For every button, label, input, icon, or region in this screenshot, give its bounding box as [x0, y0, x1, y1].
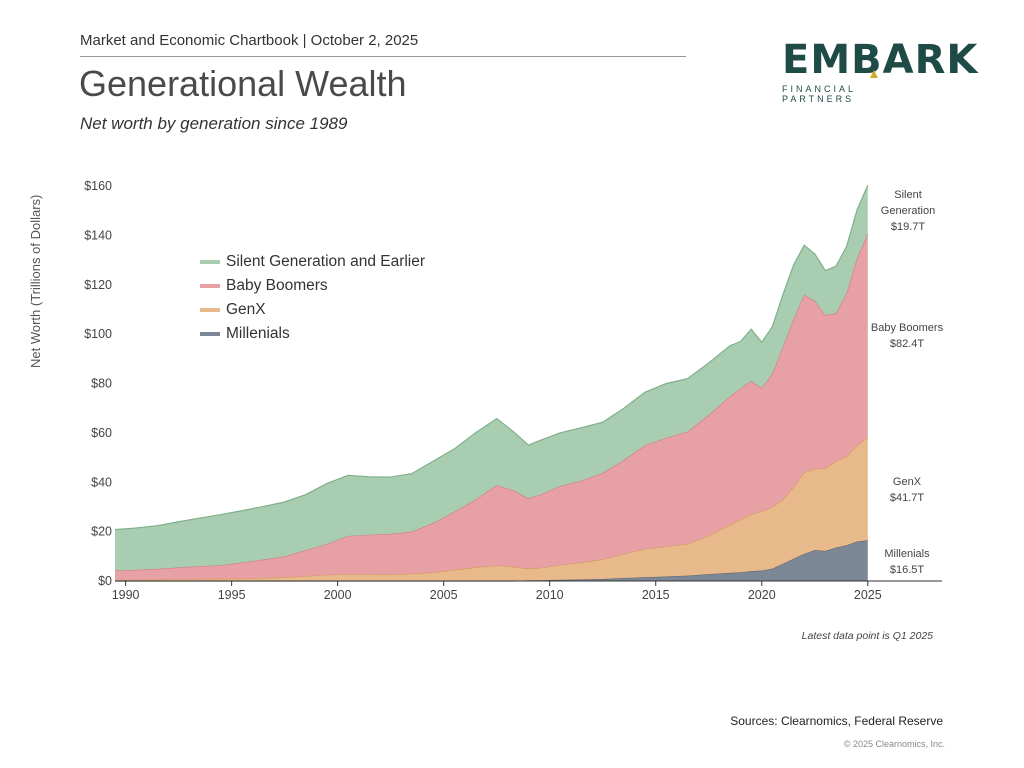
y-tick-label: $40	[91, 475, 112, 489]
end-label-silent-name: Silent Generation	[880, 189, 936, 217]
end-label-boomers-name: Baby Boomers	[870, 322, 944, 334]
end-label-genx: GenX $41.7T	[862, 474, 952, 506]
y-tick-label: $80	[91, 377, 112, 391]
area-baby-boomers	[115, 233, 868, 581]
y-tick-label: $60	[91, 426, 112, 440]
logo-tagline: FINANCIAL PARTNERS	[782, 84, 856, 104]
legend-label-silent: Silent Generation and Earlier	[226, 253, 426, 270]
line-silent-generation-and-earlier	[114, 185, 869, 531]
legend-swatch-genx	[200, 308, 220, 312]
end-label-boomers: Baby Boomers $82.4T	[862, 320, 952, 352]
x-tick-label: 2010	[536, 588, 564, 602]
end-label-genx-value: $41.7T	[889, 492, 925, 504]
x-tick-label: 2025	[854, 588, 882, 602]
logo-accent-triangle	[870, 70, 878, 78]
data-note: Latest data point is Q1 2025	[801, 630, 933, 642]
x-tick-label: 1990	[112, 588, 140, 602]
legend-swatch-millenials	[200, 332, 220, 336]
legend-item-millenials: Millenials	[200, 322, 425, 346]
area-millenials	[115, 540, 868, 581]
legend-item-boomers: Baby Boomers	[200, 274, 425, 298]
legend-item-genx: GenX	[200, 298, 425, 322]
y-tick-label: $100	[84, 327, 112, 341]
page-title: Generational Wealth	[79, 63, 407, 104]
end-label-millenials-value: $16.5T	[889, 564, 925, 576]
y-axis-label: Net Worth (Trillions of Dollars)	[28, 194, 43, 368]
x-tick-label: 1995	[218, 588, 246, 602]
legend-swatch-boomers	[200, 284, 220, 288]
x-tick-label: 2005	[430, 588, 458, 602]
x-tick-label: 2020	[748, 588, 776, 602]
y-tick-label: $120	[84, 278, 112, 292]
y-tick-label: $20	[91, 525, 112, 539]
chartbook-header: Market and Economic Chartbook | October …	[80, 32, 419, 49]
legend-label-millenials: Millenials	[226, 325, 290, 342]
copyright-text: © 2025 Clearnomics, Inc.	[843, 739, 945, 749]
end-label-millenials: Millenials $16.5T	[862, 546, 952, 578]
y-tick-label: $0	[98, 574, 112, 588]
sources-text: Sources: Clearnomics, Federal Reserve	[730, 714, 943, 728]
x-tick-label: 2015	[642, 588, 670, 602]
y-tick-label: $140	[84, 228, 112, 242]
end-label-genx-name: GenX	[892, 476, 922, 488]
chart-legend: Silent Generation and Earlier Baby Boome…	[200, 250, 425, 346]
page-subtitle: Net worth by generation since 1989	[80, 114, 348, 133]
legend-label-genx: GenX	[226, 301, 266, 318]
legend-swatch-silent	[200, 260, 220, 264]
area-silent-generation-and-earlier	[115, 185, 868, 571]
x-tick-label: 2000	[324, 588, 352, 602]
legend-label-boomers: Baby Boomers	[226, 277, 328, 294]
end-label-silent-value: $19.7T	[890, 221, 926, 233]
y-tick-label: $160	[84, 179, 112, 193]
end-label-millenials-name: Millenials	[884, 548, 930, 560]
end-label-boomers-value: $82.4T	[889, 338, 925, 350]
end-label-silent: Silent Generation $19.7T	[863, 187, 953, 235]
legend-item-silent: Silent Generation and Earlier	[200, 250, 425, 274]
header-divider	[80, 56, 686, 57]
